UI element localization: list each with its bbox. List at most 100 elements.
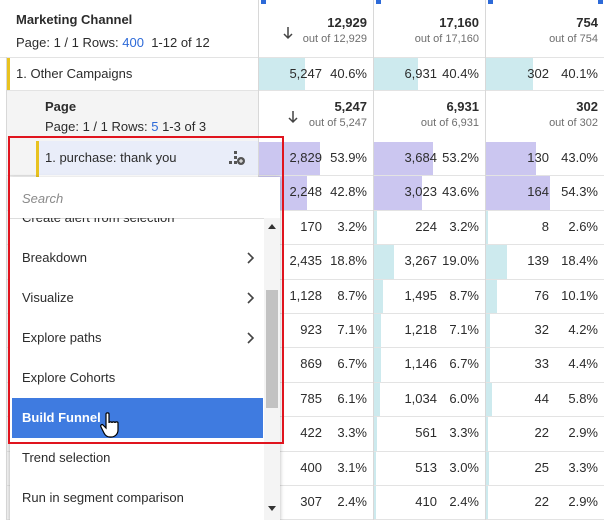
page-info: Page: 1 / 1 Rows: 400 1-12 of 12 [16, 35, 210, 50]
scroll-down [268, 506, 276, 511]
search-divider [10, 218, 280, 219]
cell-percent: 7.1% [337, 322, 367, 337]
menu-item[interactable]: Breakdown [12, 238, 263, 278]
menu-item[interactable]: Run in segment comparison [12, 478, 263, 518]
row-label-bg [6, 57, 258, 90]
cell-percent: 4.4% [568, 356, 598, 372]
row-divider [6, 175, 604, 177]
column-divider [373, 0, 374, 520]
column-subtotal: out of 6,931 [420, 117, 479, 129]
cell-value: 2,248 [289, 184, 322, 200]
cell-value: 164 [527, 184, 549, 200]
cell-value: 33 [534, 356, 549, 372]
cell-percent: 3.2% [449, 218, 479, 234]
breakdown-icon [229, 151, 245, 165]
column-divider [6, 57, 7, 520]
cell-percent: 6.0% [449, 390, 479, 406]
submenu-chevron [247, 292, 255, 304]
submenu-chevron [247, 332, 255, 344]
menu-item[interactable]: Explore paths [12, 318, 263, 358]
cell-percent: 10.1% [561, 287, 598, 303]
selection-highlight [8, 136, 284, 444]
data-bar [373, 486, 376, 520]
menu-item[interactable]: Create alert from selection [12, 218, 263, 238]
row-divider [6, 209, 604, 211]
column-subtotal: out of 12,929 [302, 33, 367, 45]
data-bar [258, 58, 305, 90]
column-total: 5,247 [334, 99, 367, 114]
row-divider [6, 90, 604, 91]
data-bar [485, 245, 507, 279]
cell-percent: 3.3% [337, 425, 367, 441]
sub-page-info: Page: 1 / 1 Rows: 5 1-3 of 3 [45, 119, 206, 134]
row-divider [6, 485, 604, 486]
menu-item-label: Create alert from selection [22, 218, 174, 238]
cell-value: 307 [300, 494, 322, 509]
cell-value: 170 [300, 218, 322, 234]
sort-arrow [288, 111, 298, 124]
row-divider [6, 278, 604, 280]
sort-arrow [283, 27, 293, 40]
cell-value: 561 [415, 425, 437, 441]
cell-percent: 43.0% [561, 150, 598, 165]
data-bar [373, 58, 419, 90]
cell-percent: 2.9% [568, 494, 598, 509]
cell-percent: 6.7% [449, 356, 479, 372]
cell-percent: 2.4% [337, 494, 367, 509]
context-menu: Search Create alert from selection Breakdo… [10, 177, 280, 520]
sub-title: Page [45, 99, 77, 114]
cell-percent: 18.4% [561, 253, 598, 269]
row-divider [6, 313, 604, 314]
row-divider [6, 416, 604, 418]
cell-value: 130 [527, 150, 549, 165]
menu-item-label: Visualize [22, 290, 74, 305]
data-bar [373, 451, 377, 485]
rows-select[interactable]: 400 [122, 35, 144, 50]
row-divider [0, 57, 604, 58]
search-input[interactable]: Search [22, 191, 64, 206]
menu-item[interactable]: Explore Cohorts [12, 358, 263, 398]
cell-value: 22 [534, 494, 549, 509]
column-subtotal: out of 5,247 [308, 117, 367, 129]
scrollbar [264, 218, 280, 520]
data-bar [373, 245, 395, 279]
menu-list: Create alert from selection Breakdown Visu… [10, 218, 264, 520]
cell-value: 302 [527, 66, 549, 81]
row-divider [6, 450, 604, 452]
cell-percent: 19.0% [442, 253, 479, 269]
range: 1-12 of 12 [151, 35, 210, 50]
data-bar [485, 486, 489, 520]
column-total: 754 [576, 15, 598, 30]
cell-percent: 2.6% [568, 218, 598, 234]
menu-item-label: Trend selection [22, 450, 111, 465]
column-subtotal: out of 302 [549, 117, 598, 129]
column-divider [485, 0, 486, 520]
menu-item[interactable]: Visualize [12, 278, 263, 318]
cell-percent: 3.0% [449, 459, 479, 475]
scroll-thumb[interactable] [266, 290, 278, 408]
cell-percent: 2.9% [568, 425, 598, 441]
cell-value: 2,435 [289, 253, 322, 269]
cell-percent: 18.8% [330, 253, 367, 269]
column-total: 17,160 [439, 15, 479, 30]
cell-percent: 3.3% [449, 425, 479, 441]
top-accent [598, 0, 603, 4]
data-bar [485, 210, 489, 245]
menu-item[interactable]: Trend selection [12, 438, 263, 478]
cell-value: 139 [527, 253, 549, 269]
column-total: 12,929 [327, 15, 367, 30]
cell-value: 1,495 [404, 287, 437, 303]
cell-value: 44 [534, 390, 549, 406]
cell-value: 224 [415, 218, 437, 234]
cell-value: 1,034 [404, 390, 437, 406]
cell-percent: 40.1% [561, 66, 598, 81]
rows-select[interactable]: 5 [151, 119, 163, 134]
data-bar [373, 142, 433, 176]
cell-value: 2,829 [289, 150, 322, 165]
menu-item[interactable]: Build Funnel [12, 398, 263, 438]
data-bar [373, 210, 377, 245]
data-bar [485, 382, 492, 417]
data-bar [485, 314, 490, 348]
cell-value: 422 [300, 425, 322, 441]
